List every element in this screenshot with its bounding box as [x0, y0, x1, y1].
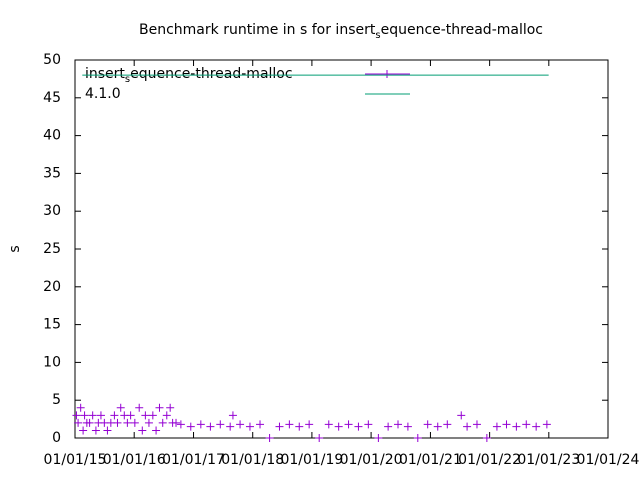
y-tick-label: 35 — [43, 165, 61, 181]
legend-label: insertsequence-thread-malloc — [85, 66, 293, 85]
data-point — [502, 420, 511, 429]
data-point — [85, 418, 94, 427]
data-point — [364, 420, 373, 429]
x-tick-label: 01/01/20 — [340, 452, 403, 468]
legend-label-part: s — [125, 74, 130, 85]
y-tick-label: 20 — [43, 279, 61, 295]
data-point — [186, 422, 195, 431]
data-point — [334, 422, 343, 431]
chart-title: Benchmark runtime in s for insertsequenc… — [139, 22, 543, 41]
data-point — [79, 426, 88, 435]
x-tick-label: 01/01/21 — [399, 452, 462, 468]
data-point — [295, 422, 304, 431]
data-point — [315, 434, 324, 442]
data-point — [103, 426, 112, 435]
data-point — [394, 420, 403, 429]
data-point — [226, 422, 235, 431]
data-point — [176, 420, 185, 429]
data-point — [403, 422, 412, 431]
x-tick-label: 01/01/22 — [458, 452, 521, 468]
y-tick-label: 50 — [43, 52, 61, 68]
data-point — [433, 422, 442, 431]
data-point — [472, 420, 481, 429]
data-point — [166, 403, 175, 412]
data-point — [305, 420, 314, 429]
x-tick-label: 01/01/23 — [517, 452, 580, 468]
data-point — [532, 422, 541, 431]
data-point — [423, 420, 432, 429]
data-point — [344, 420, 353, 429]
data-point — [245, 422, 254, 431]
data-point — [236, 420, 245, 429]
data-point — [522, 420, 531, 429]
data-point — [196, 420, 205, 429]
y-tick-label: 45 — [43, 90, 61, 106]
data-point — [144, 418, 153, 427]
data-point — [482, 434, 491, 442]
x-tick-label: 01/01/15 — [44, 452, 107, 468]
y-axis-label: s — [7, 245, 23, 252]
data-point — [354, 422, 363, 431]
x-tick-label: 01/01/17 — [162, 452, 225, 468]
data-point — [162, 411, 171, 420]
data-point — [76, 403, 85, 412]
data-point — [172, 418, 181, 427]
data-point — [512, 422, 521, 431]
data-point — [384, 422, 393, 431]
data-point — [135, 403, 144, 412]
y-tick-label: 15 — [43, 317, 61, 333]
legend-label-part: equence-thread-malloc — [130, 66, 292, 82]
data-point — [324, 420, 333, 429]
data-point — [116, 403, 125, 412]
data-point — [96, 411, 105, 420]
data-point — [256, 420, 265, 429]
data-point — [148, 411, 157, 420]
y-tick-label: 25 — [43, 241, 61, 257]
y-tick-label: 0 — [52, 430, 61, 446]
data-point — [130, 418, 139, 427]
data-point — [158, 418, 167, 427]
y-tick-label: 30 — [43, 203, 61, 219]
data-point — [463, 422, 472, 431]
data-point — [492, 422, 501, 431]
x-tick-label: 01/01/24 — [577, 452, 640, 468]
data-point — [216, 420, 225, 429]
data-point — [110, 411, 119, 420]
data-point — [126, 411, 135, 420]
data-point — [141, 411, 150, 420]
data-point — [457, 411, 466, 420]
data-point — [155, 403, 164, 412]
legend-label-part: insert — [85, 66, 125, 82]
legend-label: 4.1.0 — [85, 86, 121, 102]
x-tick-label: 01/01/16 — [103, 452, 166, 468]
data-point — [285, 420, 294, 429]
data-point — [74, 418, 83, 427]
x-tick-label: 01/01/18 — [221, 452, 284, 468]
data-point — [228, 411, 237, 420]
data-point — [123, 418, 132, 427]
y-tick-label: 5 — [52, 392, 61, 408]
x-tick-label: 01/01/19 — [280, 452, 343, 468]
y-tick-label: 10 — [43, 354, 61, 370]
data-point — [275, 422, 284, 431]
data-point — [413, 434, 422, 442]
data-point — [206, 422, 215, 431]
data-point — [265, 434, 274, 442]
data-point — [72, 411, 81, 420]
data-point — [542, 420, 551, 429]
data-point — [374, 434, 383, 442]
data-point — [443, 420, 452, 429]
data-point — [138, 426, 147, 435]
data-point — [152, 426, 161, 435]
legend-key-marker — [383, 70, 391, 78]
data-point — [113, 418, 122, 427]
plot-frame — [74, 59, 609, 439]
y-tick-label: 40 — [43, 128, 61, 144]
data-point — [80, 411, 89, 420]
data-point — [91, 426, 100, 435]
data-point — [88, 411, 97, 420]
